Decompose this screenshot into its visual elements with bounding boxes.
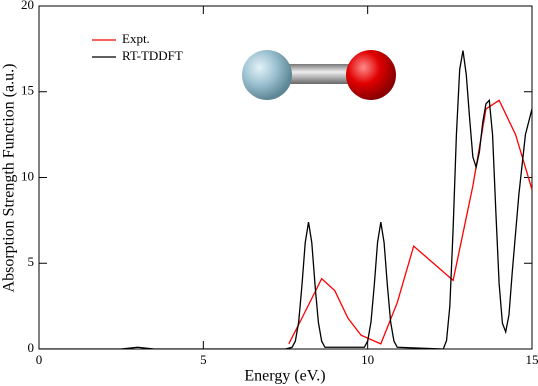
- plot-area: [39, 50, 532, 349]
- legend-label: Expt.: [122, 31, 150, 46]
- x-axis-title: Energy (eV.): [244, 368, 325, 385]
- x-tick-label: 10: [361, 352, 374, 367]
- y-tick-label: 20: [21, 0, 34, 12]
- legend-label: RT-TDDFT: [122, 48, 183, 63]
- x-tick-label: 5: [200, 352, 207, 367]
- y-tick-label: 5: [28, 254, 35, 269]
- y-tick-label: 0: [28, 340, 35, 355]
- series-line: [39, 50, 532, 349]
- x-tick-label: 15: [526, 352, 538, 367]
- y-tick-label: 10: [21, 168, 34, 183]
- y-axis-title: Absorption Strength Function (a.u.): [1, 64, 18, 293]
- y-tick-label: 15: [21, 83, 34, 98]
- x-tick-label: 0: [36, 352, 43, 367]
- molecule-image: [242, 50, 396, 100]
- series-line: [288, 99, 532, 345]
